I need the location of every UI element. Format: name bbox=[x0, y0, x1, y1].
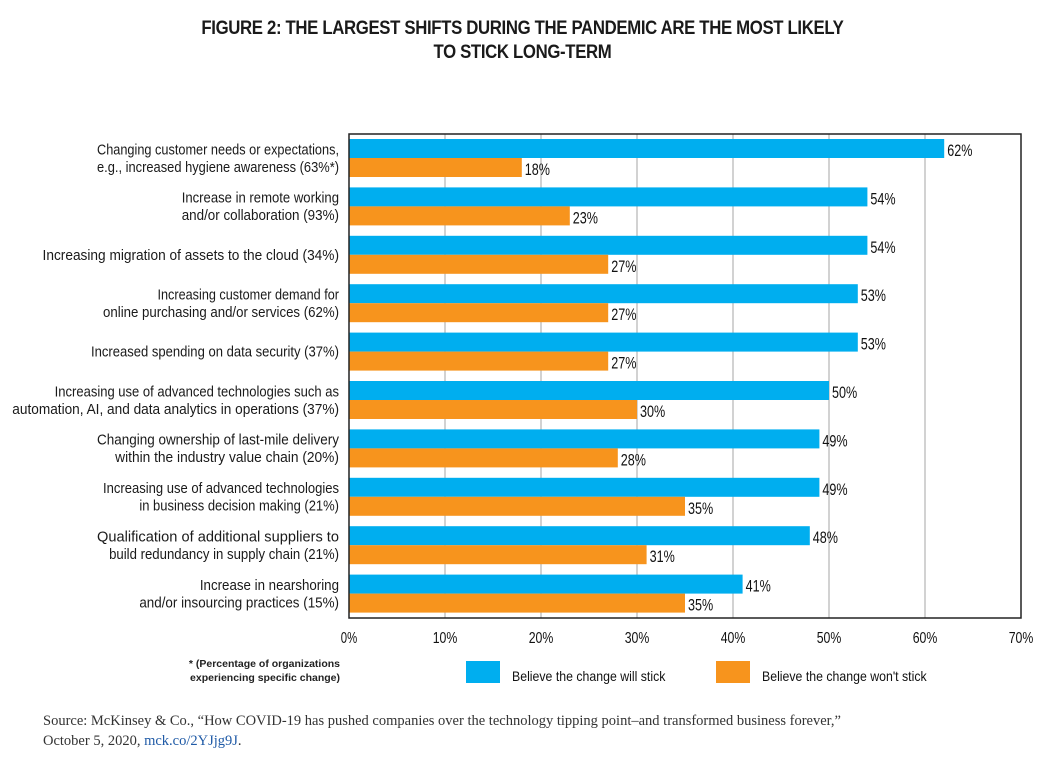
value-label-wont-stick: 27% bbox=[611, 305, 636, 324]
category-label: e.g., increased hygiene awareness (63%*) bbox=[97, 160, 339, 176]
bar-wont-stick bbox=[349, 158, 522, 177]
bar-will-stick bbox=[349, 574, 743, 594]
bar-wont-stick bbox=[349, 496, 685, 516]
value-label-wont-stick: 18% bbox=[525, 160, 550, 179]
legend-label-will-stick: Believe the change will stick bbox=[512, 668, 666, 684]
x-tick-label: 30% bbox=[625, 630, 650, 647]
chart-title-line-1: FIGURE 2: THE LARGEST SHIFTS DURING THE … bbox=[201, 17, 844, 39]
x-tick-label: 10% bbox=[433, 630, 458, 647]
category-label: online purchasing and/or services (62%) bbox=[103, 305, 339, 321]
legend-swatch-will-stick bbox=[466, 661, 500, 683]
bar-will-stick bbox=[349, 235, 868, 255]
bar-wont-stick bbox=[349, 254, 609, 274]
x-tick-label: 70% bbox=[1009, 630, 1034, 647]
value-label-will-stick: 41% bbox=[746, 577, 771, 596]
bar-wont-stick bbox=[349, 448, 618, 468]
bar-will-stick bbox=[349, 332, 858, 352]
category-label: Qualification of additional suppliers to bbox=[97, 529, 339, 545]
source-date: October 5, 2020, bbox=[43, 733, 145, 749]
legend-swatch-wont-stick bbox=[716, 661, 750, 683]
category-labels: Changing customer needs or expectations,… bbox=[12, 142, 339, 611]
x-tick-label: 20% bbox=[529, 630, 554, 647]
category-label: build redundancy in supply chain (21%) bbox=[109, 547, 339, 563]
chart-title: FIGURE 2: THE LARGEST SHIFTS DURING THE … bbox=[72, 16, 972, 64]
source-line-2: October 5, 2020, mck.co/2YJjg9J. bbox=[43, 731, 1023, 751]
bar-will-stick bbox=[349, 139, 945, 158]
value-label-will-stick: 48% bbox=[813, 528, 838, 547]
bar-wont-stick bbox=[349, 400, 637, 419]
value-label-will-stick: 50% bbox=[832, 383, 857, 402]
source-line-1: Source: McKinsey & Co., “How COVID-19 ha… bbox=[43, 713, 841, 729]
value-label-wont-stick: 23% bbox=[573, 208, 598, 227]
category-label: Increase in nearshoring bbox=[200, 578, 339, 594]
category-label: Changing ownership of last-mile delivery bbox=[97, 433, 340, 449]
x-axis-tick-labels: 0% 10% 20% 30% 40% 50% 60% 70% bbox=[341, 630, 1033, 647]
x-tick-label: 60% bbox=[913, 630, 938, 647]
bar-wont-stick bbox=[349, 351, 609, 371]
x-tick-label: 50% bbox=[817, 630, 842, 647]
legend-item-wont-stick: Believe the change won't stick bbox=[716, 661, 949, 683]
bar-will-stick bbox=[349, 284, 858, 304]
value-label-wont-stick: 31% bbox=[650, 547, 675, 566]
bar-wont-stick bbox=[349, 303, 609, 323]
value-label-wont-stick: 35% bbox=[688, 499, 713, 518]
source-link[interactable]: mck.co/2YJjg9J bbox=[144, 733, 238, 749]
value-label-wont-stick: 30% bbox=[640, 402, 665, 421]
footnote-line-2: experiencing specific change) bbox=[190, 672, 340, 684]
footnote: * (Percentage of organizations experienc… bbox=[150, 657, 340, 685]
value-label-will-stick: 54% bbox=[870, 189, 895, 208]
value-label-will-stick: 54% bbox=[870, 238, 895, 257]
bar-will-stick bbox=[349, 429, 820, 449]
category-label: Increasing migration of assets to the cl… bbox=[43, 248, 339, 264]
bar-will-stick bbox=[349, 526, 810, 546]
category-label: and/or collaboration (93%) bbox=[182, 208, 339, 224]
plot-frame bbox=[348, 133, 1022, 619]
bar-will-stick bbox=[349, 381, 829, 400]
category-label: Increasing use of advanced technologies … bbox=[55, 384, 339, 400]
chart-title-line-2: TO STICK LONG-TERM bbox=[433, 41, 612, 63]
plot-border bbox=[348, 133, 1022, 619]
bar-wont-stick bbox=[349, 545, 647, 565]
category-label: Increase in remote working bbox=[182, 191, 339, 207]
value-label-will-stick: 62% bbox=[947, 141, 972, 160]
x-tick-label: 40% bbox=[721, 630, 746, 647]
category-label: Increasing use of advanced technologies bbox=[103, 481, 339, 497]
value-label-will-stick: 53% bbox=[861, 286, 886, 305]
bar-will-stick bbox=[349, 477, 820, 497]
value-label-wont-stick: 27% bbox=[611, 257, 636, 276]
category-label: and/or insourcing practices (15%) bbox=[139, 595, 339, 611]
value-label-wont-stick: 27% bbox=[611, 354, 636, 373]
value-label-will-stick: 49% bbox=[822, 480, 847, 499]
value-label-will-stick: 49% bbox=[822, 431, 847, 450]
category-label: in business decision making (21%) bbox=[139, 499, 339, 515]
bar-will-stick bbox=[349, 187, 868, 207]
footnote-line-1: * (Percentage of organizations bbox=[188, 658, 340, 670]
legend-label-wont-stick: Believe the change won't stick bbox=[762, 668, 927, 684]
legend-item-will-stick: Believe the change will stick bbox=[466, 661, 686, 683]
value-label-will-stick: 53% bbox=[861, 335, 886, 354]
category-label: Changing customer needs or expectations, bbox=[97, 142, 339, 158]
bar-wont-stick bbox=[349, 206, 570, 226]
bars bbox=[349, 139, 945, 613]
category-label: Increased spending on data security (37%… bbox=[91, 345, 339, 361]
category-label: Increasing customer demand for bbox=[158, 287, 340, 303]
source-period: . bbox=[237, 733, 242, 749]
x-tick-label: 0% bbox=[341, 630, 357, 647]
value-label-wont-stick: 28% bbox=[621, 450, 646, 469]
value-labels: 62% 18% 54% 23% 54% 27% 53% 27% 53% 27% 50% 30% 49% 2… bbox=[525, 141, 973, 615]
category-label: automation, AI, and data analytics in op… bbox=[12, 402, 339, 418]
category-label: within the industry value chain (20%) bbox=[114, 450, 339, 466]
source-citation: Source: McKinsey & Co., “How COVID-19 ha… bbox=[43, 711, 1023, 751]
bar-wont-stick bbox=[349, 593, 685, 613]
value-label-wont-stick: 35% bbox=[688, 596, 713, 615]
